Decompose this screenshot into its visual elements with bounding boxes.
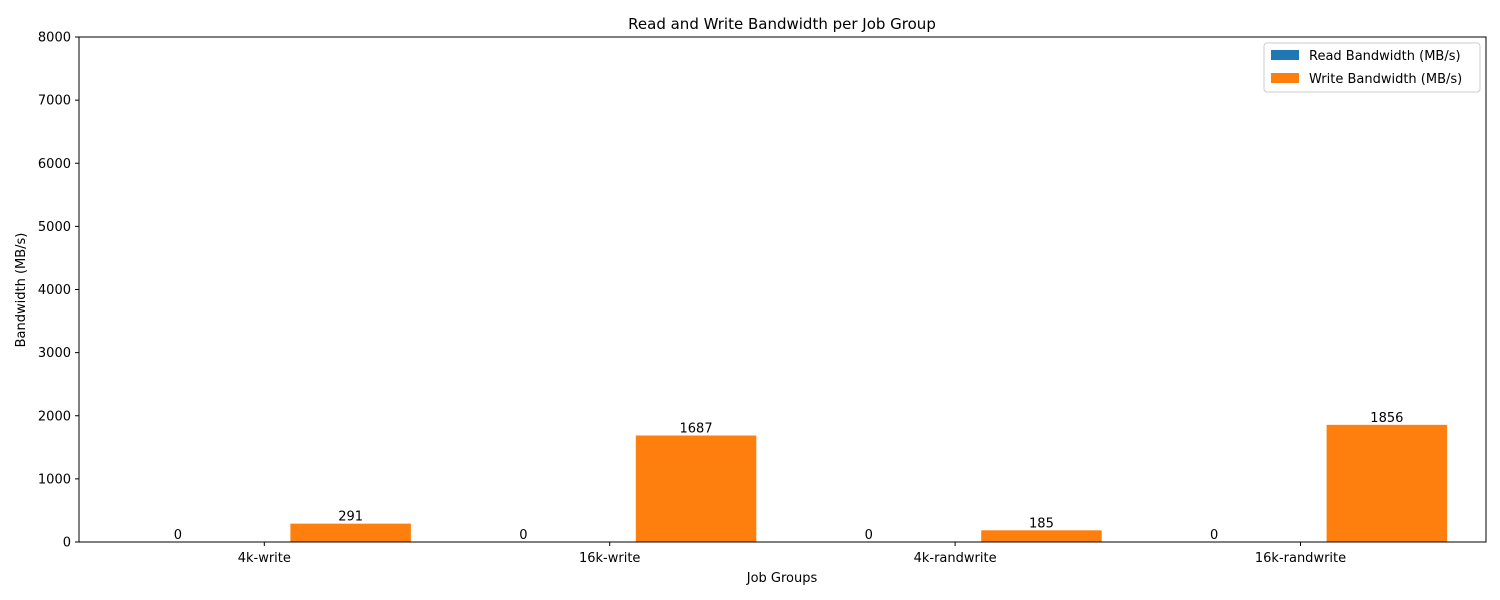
legend-label-read: Read Bandwidth (MB/s)	[1309, 49, 1461, 64]
bar-value-label: 185	[1029, 516, 1054, 531]
x-tick-label: 16k-write	[579, 551, 640, 566]
bar-write	[635, 435, 757, 542]
bar-write	[1326, 424, 1448, 542]
y-axis-label: Bandwidth (MB/s)	[14, 233, 29, 348]
legend-swatch-write	[1271, 73, 1299, 83]
x-tick-label: 4k-write	[238, 551, 291, 566]
y-tick-label: 7000	[38, 94, 71, 109]
x-tick-label: 4k-randwrite	[914, 551, 997, 566]
y-tick-label: 0	[63, 536, 71, 551]
x-tick-label: 16k-randwrite	[1255, 551, 1346, 566]
y-tick-label: 6000	[38, 157, 71, 172]
y-tick-label: 3000	[38, 346, 71, 361]
bar-value-label: 0	[174, 528, 182, 543]
bars-layer	[290, 424, 1448, 542]
y-tick-label: 2000	[38, 409, 71, 424]
bar-value-label: 0	[865, 528, 873, 543]
x-axis: 4k-write 16k-write 4k-randwrite 16k-randwri…	[238, 542, 1346, 566]
legend-box	[1263, 42, 1481, 93]
bar-value-label: 291	[338, 510, 363, 525]
y-tick-label: 8000	[38, 31, 71, 46]
chart-title: Read and Write Bandwidth per Job Group	[628, 15, 936, 33]
legend-label-write: Write Bandwidth (MB/s)	[1309, 72, 1462, 87]
bar-value-label: 1687	[680, 422, 713, 437]
y-tick-label: 4000	[38, 283, 71, 298]
bar-value-label: 0	[519, 528, 527, 543]
y-tick-label: 5000	[38, 220, 71, 235]
bar-value-label: 1856	[1370, 411, 1403, 426]
y-tick-label: 1000	[38, 472, 71, 487]
legend-swatch-read	[1271, 50, 1299, 60]
y-axis: 0 1000 2000 3000 4000 5000 6000 7000 8000	[38, 31, 79, 551]
bar-labels-layer: 0 0 0 0 291 1687 185 1856	[174, 411, 1404, 543]
bar-value-label: 0	[1210, 528, 1218, 543]
legend: Read Bandwidth (MB/s) Write Bandwidth (M…	[1263, 42, 1481, 93]
bar-write	[981, 530, 1102, 542]
bar-write	[290, 523, 411, 542]
x-axis-label: Job Groups	[746, 571, 818, 586]
